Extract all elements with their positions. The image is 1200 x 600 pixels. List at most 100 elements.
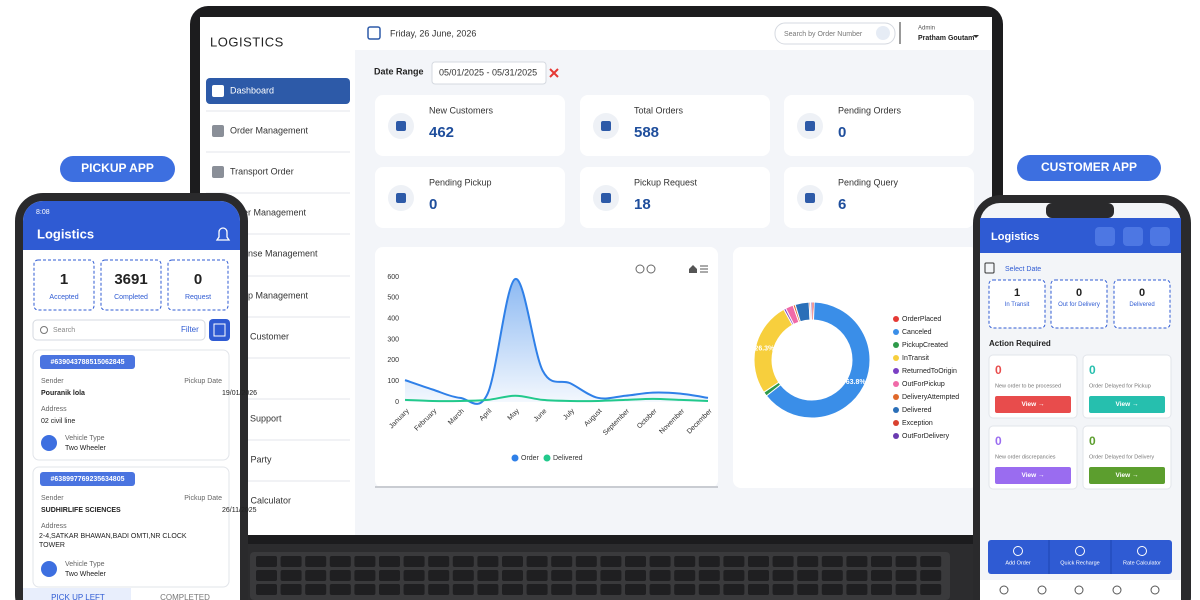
key: [797, 584, 819, 595]
legend-marker: [893, 342, 899, 348]
key: [649, 584, 671, 595]
header-button[interactable]: [1150, 227, 1170, 246]
menu-item[interactable]: d Party: [243, 454, 272, 464]
menu-item[interactable]: er Management: [243, 207, 307, 217]
legend-label: Order: [521, 455, 540, 462]
clear-icon: [549, 68, 559, 78]
filter-button[interactable]: Filter: [181, 325, 199, 334]
action-value: 0: [995, 363, 1002, 377]
pickup-date: 26/11/2025: [222, 507, 257, 514]
field-label: Address: [41, 406, 67, 413]
tab[interactable]: PICK UP LEFT: [51, 593, 105, 600]
tab-active[interactable]: [23, 588, 131, 600]
key: [649, 556, 671, 567]
quick-action[interactable]: Rate Calculator: [1123, 560, 1161, 566]
quick-action[interactable]: Quick Recharge: [1060, 560, 1099, 566]
search-input[interactable]: [774, 22, 896, 45]
view-label[interactable]: View →: [1021, 401, 1044, 408]
menu-item[interactable]: e Calculator: [243, 495, 291, 505]
brand: LOGISTICS: [210, 34, 284, 49]
phone-notch: [1046, 203, 1114, 218]
stat-label-box: Delivered: [1129, 302, 1155, 308]
menu-icon: [212, 125, 224, 137]
stat-icon-glyph: [396, 121, 406, 131]
bell-icon: [215, 227, 231, 241]
menu-item[interactable]: Transport Order: [230, 166, 294, 176]
sender: SUDHIRLIFE SCIENCES: [41, 507, 121, 514]
menu-item[interactable]: ense Management: [243, 248, 318, 258]
date-range-input[interactable]: [431, 61, 547, 85]
stat-value: 1: [1014, 287, 1020, 299]
stat-label: Request: [185, 294, 211, 301]
legend-marker: [893, 407, 899, 413]
key: [428, 584, 450, 595]
key: [452, 584, 474, 595]
menu-icon: [212, 166, 224, 178]
address: 02 civil line: [41, 418, 75, 425]
order-card[interactable]: [32, 349, 230, 461]
app-title: Logistics: [991, 231, 1039, 243]
key: [674, 556, 696, 567]
menu-item[interactable]: y Support: [243, 413, 282, 423]
qr-button[interactable]: [209, 319, 230, 341]
legend-label: Canceled: [902, 329, 932, 336]
stat-label-box: Out for Delivery: [1058, 302, 1100, 308]
key: [329, 556, 351, 567]
view-button[interactable]: [995, 396, 1071, 413]
key: [748, 556, 769, 567]
tab[interactable]: COMPLETED: [160, 593, 210, 600]
view-button[interactable]: [1089, 396, 1165, 413]
field-label: Vehicle Type: [65, 435, 105, 442]
key: [698, 556, 720, 567]
key: [772, 570, 794, 581]
key: [477, 570, 499, 581]
stat-value: 0: [838, 124, 846, 141]
quick-action[interactable]: Add Order: [1005, 560, 1031, 566]
order-id-badge: [40, 355, 135, 369]
key: [354, 570, 376, 581]
donut-slice: [765, 301, 871, 419]
date-range-label: Date Range: [374, 66, 424, 76]
nav-icon: [999, 585, 1009, 595]
field-label: Sender: [41, 378, 64, 385]
legend-label: OutForPickup: [902, 381, 945, 388]
y-tick-label: 200: [387, 357, 399, 364]
key: [452, 556, 474, 567]
key: [452, 570, 474, 581]
view-button[interactable]: [995, 467, 1071, 484]
menu-item[interactable]: Order Management: [230, 125, 309, 135]
badge-text: CUSTOMER APP: [1041, 160, 1137, 174]
view-label[interactable]: View →: [1115, 401, 1138, 408]
action-text: New order discrepancies: [995, 454, 1056, 460]
key: [305, 584, 327, 595]
quick-icon: [1137, 546, 1147, 556]
menu-item[interactable]: y Customer: [243, 331, 289, 341]
legend-marker: [893, 420, 899, 426]
action-value: 0: [1089, 363, 1096, 377]
order-card[interactable]: [32, 466, 230, 588]
menu-item[interactable]: Dashboard: [230, 85, 274, 95]
key: [403, 556, 425, 567]
stat-box: [988, 279, 1046, 329]
action-value: 0: [995, 434, 1002, 448]
select-date[interactable]: Select Date: [1005, 266, 1041, 273]
chart-card: [375, 247, 718, 488]
nav-icon: [1074, 585, 1084, 595]
header-button[interactable]: [1123, 227, 1143, 246]
stat-label-box: In Transit: [1005, 302, 1030, 308]
key: [871, 570, 892, 581]
view-label[interactable]: View →: [1115, 472, 1138, 479]
key: [625, 556, 646, 567]
pickup-date: 19/01/2026: [222, 390, 257, 397]
view-label[interactable]: View →: [1021, 472, 1044, 479]
app-header: [980, 218, 1181, 253]
view-button[interactable]: [1089, 467, 1165, 484]
legend-label: OutForDelivery: [902, 433, 950, 440]
search-input[interactable]: [32, 319, 206, 341]
key: [428, 570, 450, 581]
menu-active[interactable]: [206, 78, 350, 104]
stat-label: Delivered: [1129, 302, 1155, 308]
menu-item[interactable]: up Management: [243, 290, 309, 300]
key: [846, 584, 868, 595]
header-button[interactable]: [1095, 227, 1115, 246]
